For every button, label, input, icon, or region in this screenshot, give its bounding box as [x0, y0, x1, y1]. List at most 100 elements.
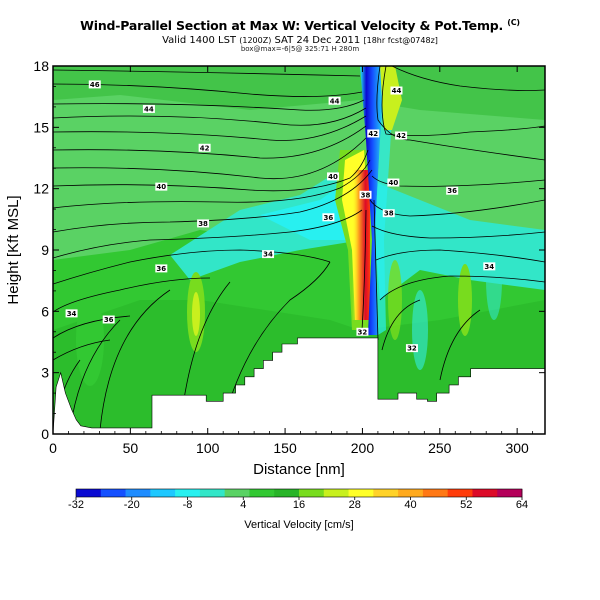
theta-contour — [53, 83, 363, 97]
contour-label: 44 — [390, 86, 403, 95]
contour-label-text: 36 — [156, 265, 166, 273]
colorbar-swatch — [100, 489, 126, 497]
colorbar-swatch — [175, 489, 201, 497]
contour-label-bg — [387, 178, 400, 187]
colorbar-swatch — [299, 489, 325, 497]
contour-label: 32 — [356, 327, 369, 336]
contour-label-bg — [155, 264, 168, 273]
theta-contour — [53, 115, 367, 141]
theta-contour — [53, 339, 111, 361]
colorbar-swatch — [224, 489, 250, 497]
contour-label: 36 — [102, 315, 115, 324]
contour-label: 36 — [446, 186, 459, 195]
contour-label: 32 — [405, 344, 418, 353]
colorbar-tick-label: 4 — [240, 499, 246, 511]
contour-label-text: 34 — [263, 251, 273, 259]
contour-label-text: 32 — [407, 345, 417, 353]
x-tick-label: 0 — [49, 440, 57, 456]
colorbar-swatch — [497, 489, 523, 497]
contour-label-bg — [359, 190, 372, 199]
colorbar-swatch — [323, 489, 349, 497]
chart-title: Wind-Parallel Section at Max W: Vertical… — [0, 18, 600, 33]
valid-time: Valid 1400 LST (1200Z) SAT 24 Dec 2011 [… — [0, 35, 600, 46]
contour-label-bg — [328, 96, 341, 105]
valid-date: SAT 24 Dec 2011 — [274, 35, 361, 46]
contour-label: 38 — [359, 190, 372, 199]
chart-subtitle: box@max=-6|5@ 325:71 H 280m — [240, 45, 360, 53]
colorbar-swatch — [472, 489, 498, 497]
theta-contour — [53, 315, 131, 339]
theta-contour — [375, 249, 545, 263]
w-cyan-core-left — [260, 175, 360, 240]
contour-label-bg — [327, 172, 340, 181]
contour-label: 38 — [382, 209, 395, 218]
colorbar: -32 -20 -8 4 16 28 40 52 64 — [68, 488, 528, 511]
colorbar-swatch — [199, 489, 226, 497]
contour-label-text: 40 — [389, 179, 399, 187]
colorbar-swatch — [249, 489, 275, 497]
theta-contour — [53, 125, 367, 159]
theta-contour — [371, 175, 545, 187]
contour-label-bg — [395, 131, 408, 140]
contour-label-text: 42 — [368, 130, 378, 138]
y-tick-label: 18 — [33, 58, 49, 74]
x-tick-label: 300 — [505, 440, 529, 456]
contour-label-bg — [356, 327, 369, 336]
contour-label-text: 46 — [90, 81, 100, 89]
theta-contour — [381, 299, 421, 351]
theta-contour — [53, 99, 365, 111]
contour-label-bg — [197, 219, 210, 228]
colorbar-tick-label: 64 — [516, 499, 528, 511]
contour-label-text: 42 — [396, 132, 406, 140]
w-upper-yellow — [380, 66, 402, 130]
contour-label-bg — [142, 104, 155, 113]
terrain — [53, 337, 545, 434]
x-tick-label: 100 — [196, 440, 220, 456]
theta-contour — [53, 69, 361, 77]
colorbar-swatch — [125, 489, 151, 497]
colorbar-tick-label: -20 — [124, 499, 140, 511]
contour-label-text: 44 — [392, 87, 402, 95]
y-axis-label: Height [Kft MSL] — [5, 195, 22, 304]
contour-label: 34 — [65, 309, 78, 318]
contour-label-text: 32 — [358, 328, 368, 336]
colorbar-swatch — [447, 489, 473, 497]
contour-label-text: 40 — [156, 183, 166, 191]
contour-label: 42 — [367, 129, 380, 138]
colorbar-swatch — [150, 489, 176, 497]
contour-label: 42 — [395, 131, 408, 140]
y-tick-label: 9 — [41, 242, 49, 258]
x-tick-label: 200 — [351, 440, 375, 456]
contour-label-bg — [483, 262, 496, 271]
w-wave-trough-3 — [486, 240, 502, 320]
contour-label-text: 36 — [324, 214, 334, 222]
theta-contour — [53, 159, 371, 209]
y-tick-label: 0 — [41, 426, 49, 442]
colorbar-tick-label: 28 — [349, 499, 361, 511]
colorbar-swatch — [348, 489, 374, 497]
theta-contour — [99, 289, 171, 431]
contour-label: 42 — [198, 143, 211, 152]
contour-label: 46 — [88, 80, 101, 89]
colorbar-swatch — [398, 489, 424, 497]
contour-label-bg — [405, 344, 418, 353]
w-lee-updraft-core — [192, 292, 200, 336]
contour-label: 44 — [328, 96, 341, 105]
w-wave-crest — [458, 264, 472, 336]
contour-label-text: 36 — [447, 187, 457, 195]
w-band-upper — [53, 66, 545, 120]
contour-label-text: 38 — [361, 191, 371, 199]
contour-label-text: 38 — [198, 220, 208, 228]
contour-label-text: 42 — [200, 144, 210, 152]
colorbar-swatch — [76, 489, 102, 497]
contour-label: 40 — [155, 182, 168, 191]
theta-contour — [53, 249, 331, 285]
valid-utc: (1200Z) — [239, 36, 272, 45]
contour-label-bg — [382, 209, 395, 218]
contour-label: 36 — [322, 213, 335, 222]
theta-contour — [53, 209, 363, 259]
contour-label-bg — [322, 213, 335, 222]
y-tick-label: 3 — [41, 365, 49, 381]
